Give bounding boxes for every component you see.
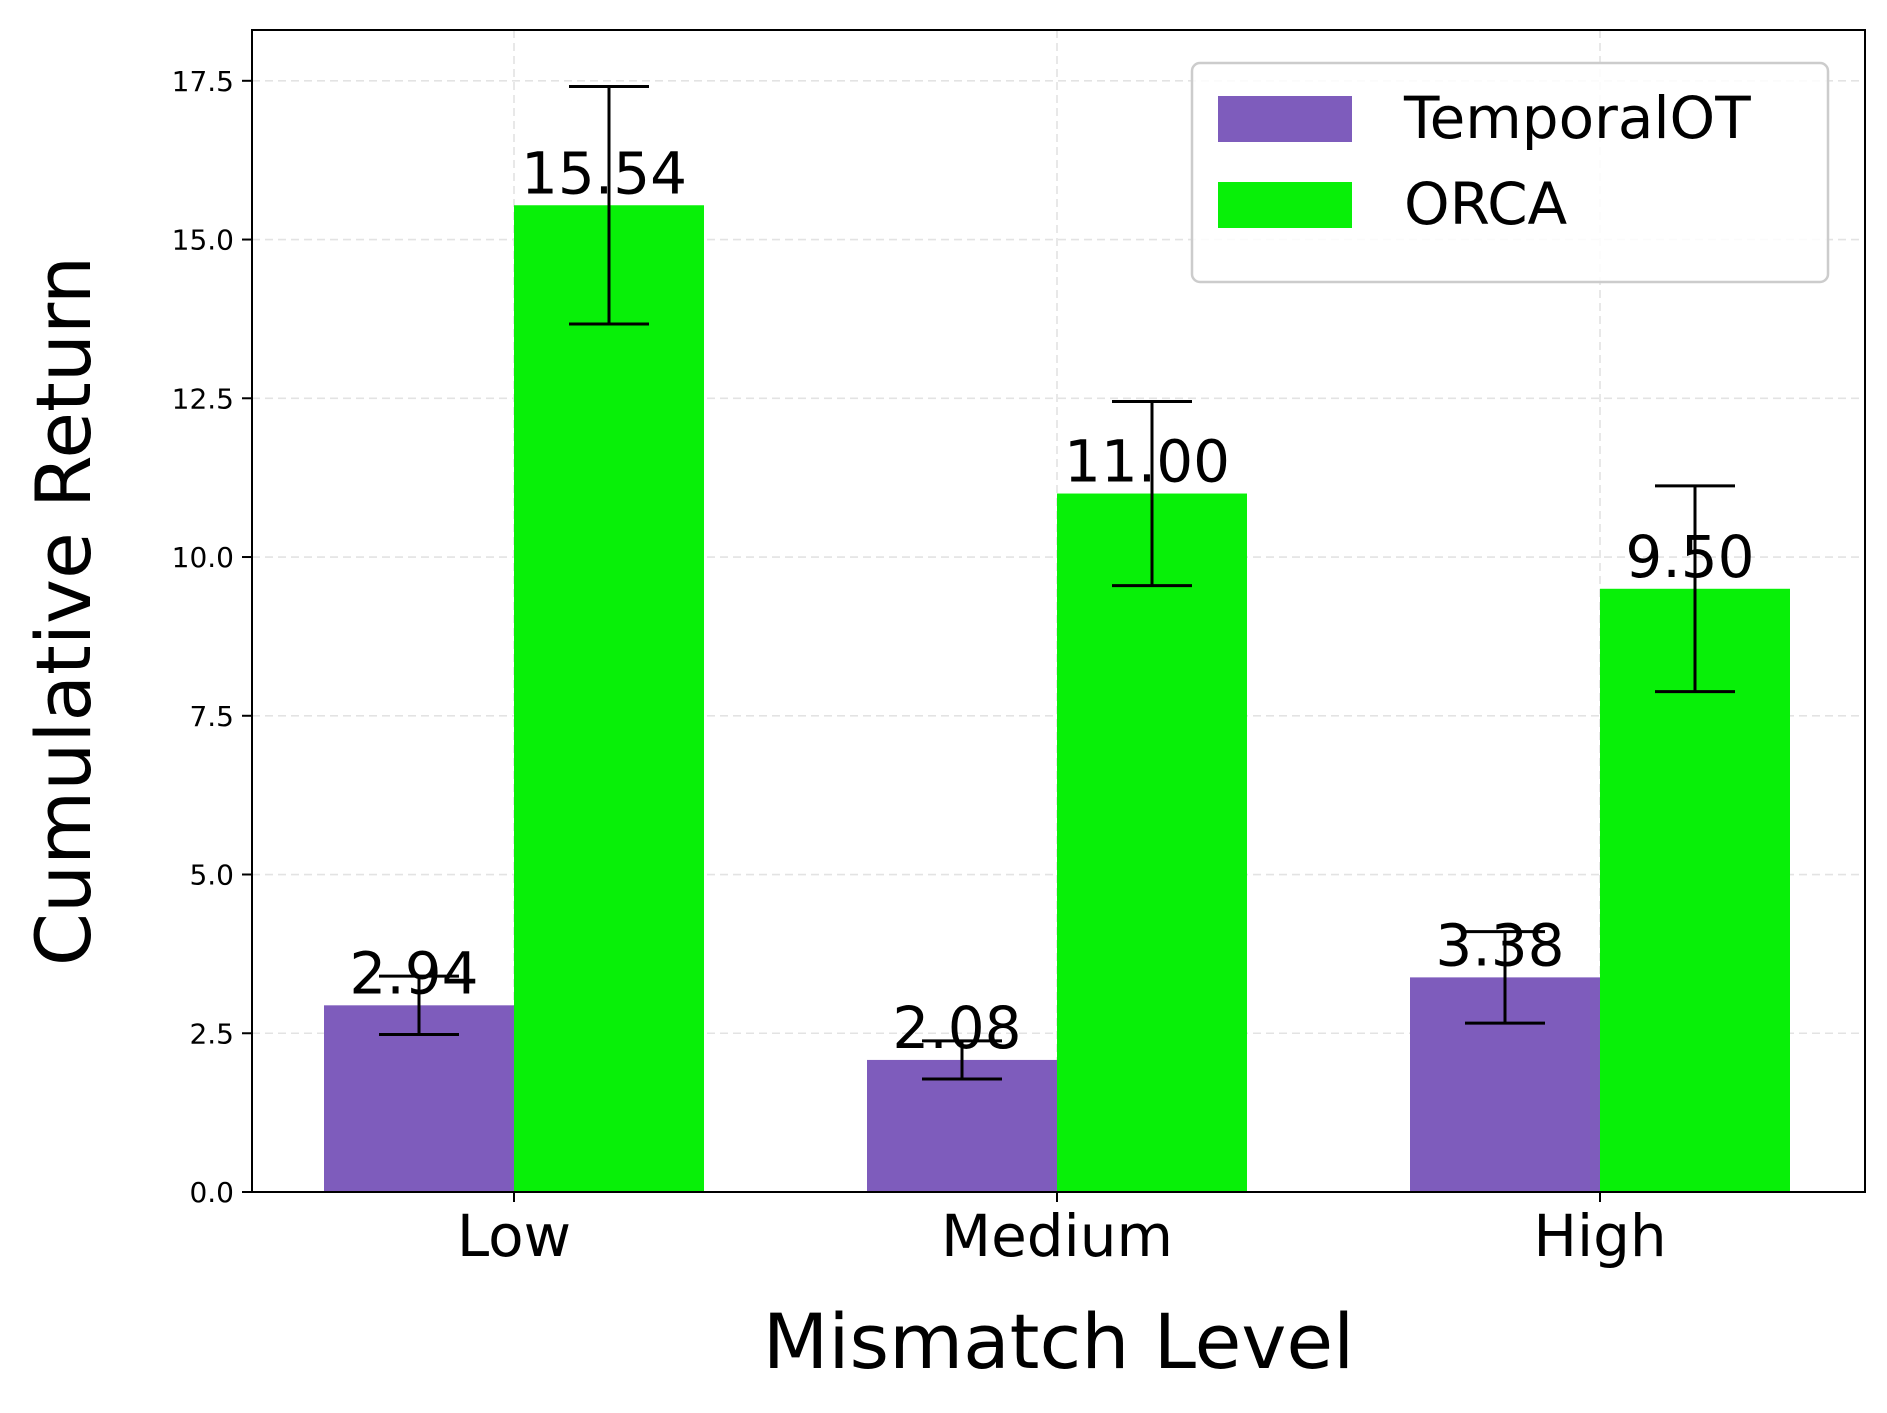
x-tick-label: Low xyxy=(457,1202,571,1270)
bar-value-label: 9.50 xyxy=(1625,523,1754,591)
plot-frame xyxy=(251,29,1866,1193)
x-axis-title: Mismatch Level xyxy=(763,1297,1354,1386)
bar-value-label: 15.54 xyxy=(521,139,687,207)
errorbars-layer xyxy=(379,85,1735,1081)
bar-temporalot xyxy=(324,1005,514,1192)
bars-layer xyxy=(324,205,1790,1193)
y-tick-label: 7.5 xyxy=(189,700,234,733)
bar-orca xyxy=(514,205,704,1193)
legend-label-temporalot: TemporalOT xyxy=(1403,84,1751,152)
legend-swatch-orca xyxy=(1218,182,1352,228)
y-tick-label: 12.5 xyxy=(172,382,234,415)
y-tick-label: 2.5 xyxy=(189,1017,234,1050)
y-axis-title: Cumulative Return xyxy=(19,256,108,966)
y-tick-label: 15.0 xyxy=(172,224,234,257)
x-tick-label: Medium xyxy=(941,1202,1173,1270)
legend-swatch-temporalot xyxy=(1218,96,1352,142)
value-labels-layer: 2.94 2.08 3.38 15.54 11.00 9.50 xyxy=(349,139,1754,1062)
y-tick-label: 5.0 xyxy=(189,859,234,892)
y-tick-label: 17.5 xyxy=(172,65,234,98)
y-tick-label: 10.0 xyxy=(172,541,234,574)
y-tick-label: 0.0 xyxy=(189,1176,234,1209)
bar-value-label: 2.94 xyxy=(349,939,478,1007)
bar-value-label: 2.08 xyxy=(892,994,1021,1062)
bar-value-label: 11.00 xyxy=(1064,428,1230,496)
y-axis: 0.0 2.5 5.0 7.5 10.0 12.5 15.0 17.5 xyxy=(172,65,252,1209)
bar-value-label: 3.38 xyxy=(1435,911,1564,979)
bar-orca xyxy=(1057,493,1247,1193)
legend: TemporalOT ORCA xyxy=(1190,61,1830,284)
x-tick-label: High xyxy=(1533,1202,1666,1270)
x-axis: Low Medium High xyxy=(457,1192,1667,1270)
bar-temporalot xyxy=(867,1059,1057,1192)
legend-label-orca: ORCA xyxy=(1404,170,1568,238)
